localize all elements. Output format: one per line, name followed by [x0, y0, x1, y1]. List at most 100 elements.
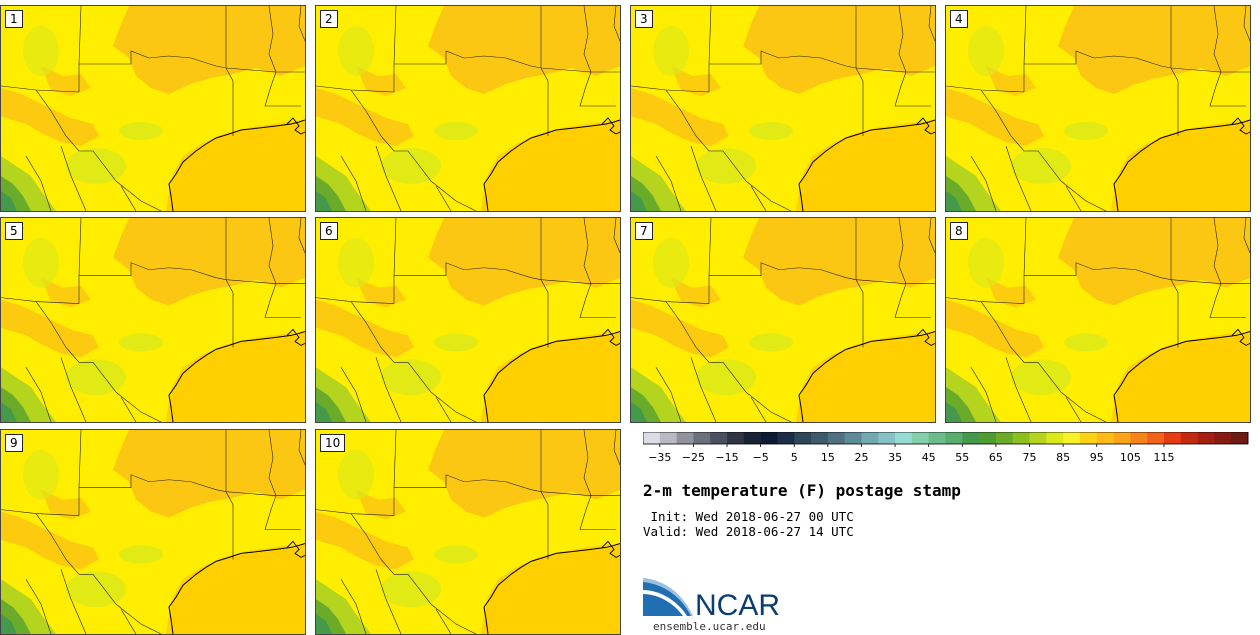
member-panel-5[interactable]: 5 — [0, 217, 306, 423]
cool-region — [434, 122, 478, 140]
state-border — [78, 218, 82, 276]
state-border — [394, 262, 542, 280]
colorbar-bin — [1130, 432, 1148, 444]
state-border — [79, 474, 227, 492]
gulf-of-mexico — [166, 331, 305, 422]
state-border — [340, 579, 367, 634]
member-panel-7[interactable]: 7 — [630, 217, 936, 423]
member-map — [1, 6, 305, 211]
gulf-coastline — [483, 119, 620, 211]
state-border — [540, 279, 549, 348]
warm-region — [356, 489, 406, 520]
colorbar-bin — [1214, 432, 1232, 444]
init-time: Init: Wed 2018-06-27 00 UTC — [643, 509, 854, 524]
ncar-logo: NCAR — [643, 578, 780, 622]
state-border — [225, 279, 277, 284]
warm-region — [41, 66, 91, 96]
colorbar-bin — [693, 432, 711, 444]
colorbar-bin — [676, 432, 694, 444]
colorbar-bin — [1046, 432, 1064, 444]
member-map — [946, 218, 1250, 422]
warm-region — [428, 6, 620, 94]
member-map — [316, 430, 620, 634]
gulf-of-mexico — [1111, 120, 1250, 211]
gulf-coastline — [483, 542, 620, 634]
highland-region — [946, 402, 962, 422]
state-border — [25, 155, 52, 211]
state-border — [1023, 6, 1027, 65]
state-border — [1170, 67, 1222, 73]
colorbar-bin — [979, 432, 997, 444]
colorbar-bin — [1163, 432, 1182, 444]
member-panel-10[interactable]: 10 — [315, 429, 621, 635]
cool-region — [338, 237, 374, 288]
state-border — [690, 357, 717, 422]
colorbar-bin — [945, 432, 963, 444]
colorbar-bin — [794, 432, 812, 444]
state-border — [655, 155, 682, 211]
state-border — [613, 430, 620, 465]
state-border — [340, 367, 367, 422]
warm-region — [428, 430, 620, 518]
member-panel-2[interactable]: 2 — [315, 5, 621, 212]
cool-region — [696, 148, 756, 184]
colorbar-tick-label: −25 — [682, 451, 705, 464]
cool-region — [119, 333, 163, 352]
warm-region — [743, 218, 935, 306]
cool-region — [968, 237, 1004, 288]
state-border — [120, 396, 137, 422]
colorbar-bin — [1029, 432, 1047, 444]
colorbar-tick-label: 105 — [1120, 451, 1141, 464]
member-panel-3[interactable]: 3 — [630, 5, 936, 212]
state-border — [750, 396, 767, 422]
state-border — [120, 608, 137, 634]
colorbar-bin — [911, 432, 929, 444]
cool-region — [23, 237, 59, 288]
member-panel-9[interactable]: 9 — [0, 429, 306, 635]
colorbar-tick-label: 95 — [1090, 451, 1104, 464]
colorbar-bin — [727, 432, 745, 444]
member-number-label: 8 — [950, 222, 968, 240]
warm-region — [356, 277, 406, 308]
state-border — [1243, 6, 1250, 42]
state-border — [393, 218, 397, 276]
cool-region — [338, 449, 374, 500]
member-number-label: 9 — [5, 434, 23, 452]
colorbar-bin — [811, 432, 829, 444]
cool-region — [434, 545, 478, 564]
warm-region — [41, 277, 91, 308]
gulf-coastline — [168, 330, 305, 422]
colorbar-bin — [1197, 432, 1215, 444]
warm-region — [743, 6, 935, 94]
state-border — [375, 357, 402, 422]
highland-region — [946, 191, 962, 211]
state-border — [655, 367, 682, 422]
colorbar-bin — [844, 432, 862, 444]
warm-region — [946, 299, 1044, 358]
state-border — [35, 301, 162, 422]
cool-region — [66, 359, 126, 396]
state-border — [394, 50, 542, 69]
state-border — [708, 218, 712, 276]
state-border — [350, 89, 477, 211]
state-border — [120, 185, 137, 211]
state-border — [350, 513, 477, 634]
state-border — [1024, 262, 1172, 280]
state-border — [855, 279, 864, 348]
state-border — [298, 430, 305, 465]
cool-region — [1011, 148, 1071, 184]
gulf-coastline — [483, 330, 620, 422]
member-panel-4[interactable]: 4 — [945, 5, 1251, 212]
member-panel-1[interactable]: 1 — [0, 5, 306, 212]
warm-region — [1, 511, 99, 570]
cool-region — [1011, 359, 1071, 396]
state-border — [350, 301, 477, 422]
member-panel-6[interactable]: 6 — [315, 217, 621, 423]
state-border — [1170, 67, 1179, 136]
state-border — [665, 301, 792, 422]
warm-region — [356, 66, 406, 96]
state-border — [1023, 218, 1027, 276]
cool-region — [338, 26, 374, 76]
member-panel-8[interactable]: 8 — [945, 217, 1251, 423]
logo-wordmark: NCAR — [695, 589, 780, 622]
